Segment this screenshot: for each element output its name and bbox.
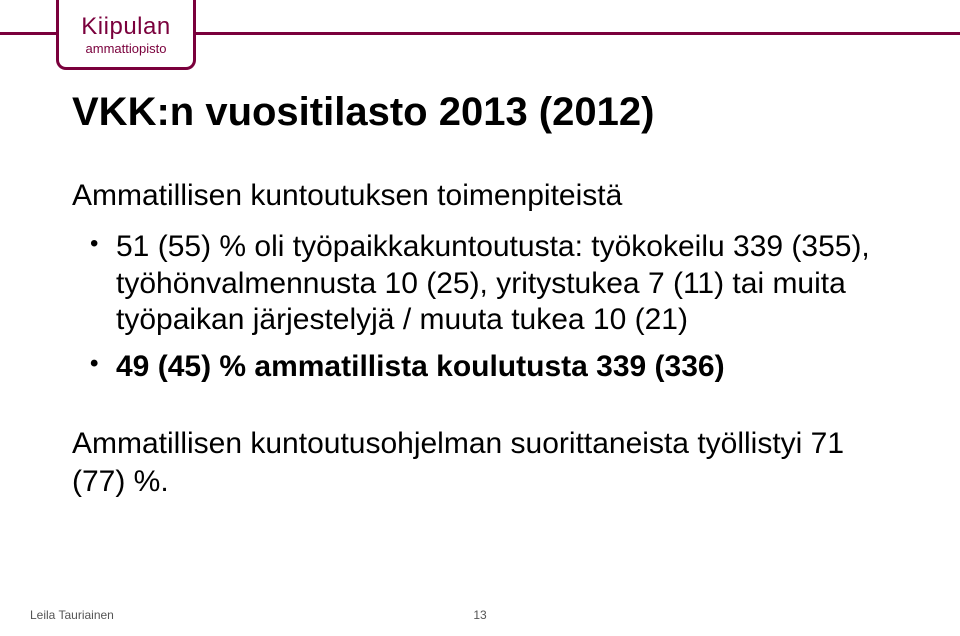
bullet-item: 49 (45) % ammatillista koulutusta 339 (3… xyxy=(90,349,900,386)
footer-page-number: 13 xyxy=(473,608,486,622)
closing-text: Ammatillisen kuntoutusohjelman suorittan… xyxy=(72,425,900,500)
bullet-list: 51 (55) % oli työpaikkakuntoutusta: työk… xyxy=(90,229,900,385)
slide-subhead: Ammatillisen kuntoutuksen toimenpiteistä xyxy=(72,179,900,213)
slide-content: VKK:n vuositilasto 2013 (2012) Ammatilli… xyxy=(72,90,900,500)
footer-author: Leila Tauriainen xyxy=(30,608,114,622)
logo-box: Kiipulan ammattiopisto xyxy=(56,0,196,70)
bullet-item: 51 (55) % oli työpaikkakuntoutusta: työk… xyxy=(90,229,900,339)
logo-main-text: Kiipulan xyxy=(81,15,170,39)
slide-footer: Leila Tauriainen 13 xyxy=(30,608,930,622)
slide-title: VKK:n vuositilasto 2013 (2012) xyxy=(72,90,900,135)
logo-sub-text: ammattiopisto xyxy=(86,41,167,56)
